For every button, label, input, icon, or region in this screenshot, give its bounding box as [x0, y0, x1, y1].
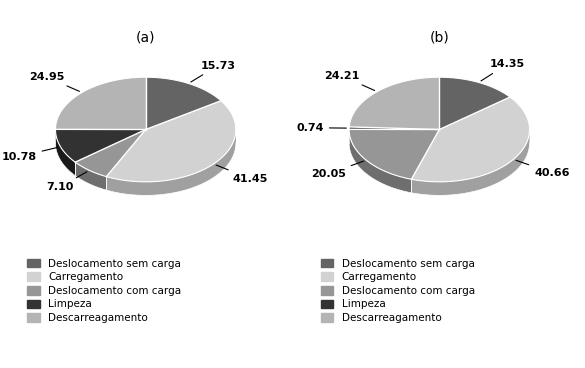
- Text: 0.74: 0.74: [297, 123, 346, 133]
- Polygon shape: [56, 129, 146, 162]
- Text: 14.35: 14.35: [481, 59, 525, 81]
- Text: 10.78: 10.78: [2, 147, 58, 162]
- Title: (b): (b): [429, 31, 449, 45]
- Polygon shape: [349, 77, 439, 130]
- Polygon shape: [106, 130, 236, 195]
- Text: 15.73: 15.73: [191, 61, 235, 82]
- Text: 7.10: 7.10: [46, 172, 87, 192]
- Polygon shape: [439, 77, 510, 130]
- Polygon shape: [349, 130, 411, 193]
- Polygon shape: [56, 77, 146, 130]
- Polygon shape: [146, 77, 221, 130]
- Polygon shape: [411, 97, 529, 182]
- Polygon shape: [75, 130, 146, 177]
- Text: 40.66: 40.66: [516, 160, 570, 178]
- Title: (a): (a): [136, 31, 156, 45]
- Legend: Deslocamento sem carga, Carregamento, Deslocamento com carga, Limpeza, Descarrea: Deslocamento sem carga, Carregamento, De…: [319, 256, 477, 325]
- Polygon shape: [56, 130, 75, 176]
- Polygon shape: [349, 127, 439, 130]
- Polygon shape: [106, 101, 236, 182]
- Text: 20.05: 20.05: [311, 161, 364, 179]
- Polygon shape: [349, 129, 439, 179]
- Text: 24.21: 24.21: [324, 71, 374, 91]
- Polygon shape: [411, 130, 529, 195]
- Legend: Deslocamento sem carga, Carregamento, Deslocamento com carga, Limpeza, Descarrea: Deslocamento sem carga, Carregamento, De…: [25, 256, 183, 325]
- Polygon shape: [75, 162, 106, 190]
- Text: 41.45: 41.45: [216, 165, 268, 184]
- Text: 24.95: 24.95: [29, 72, 80, 91]
